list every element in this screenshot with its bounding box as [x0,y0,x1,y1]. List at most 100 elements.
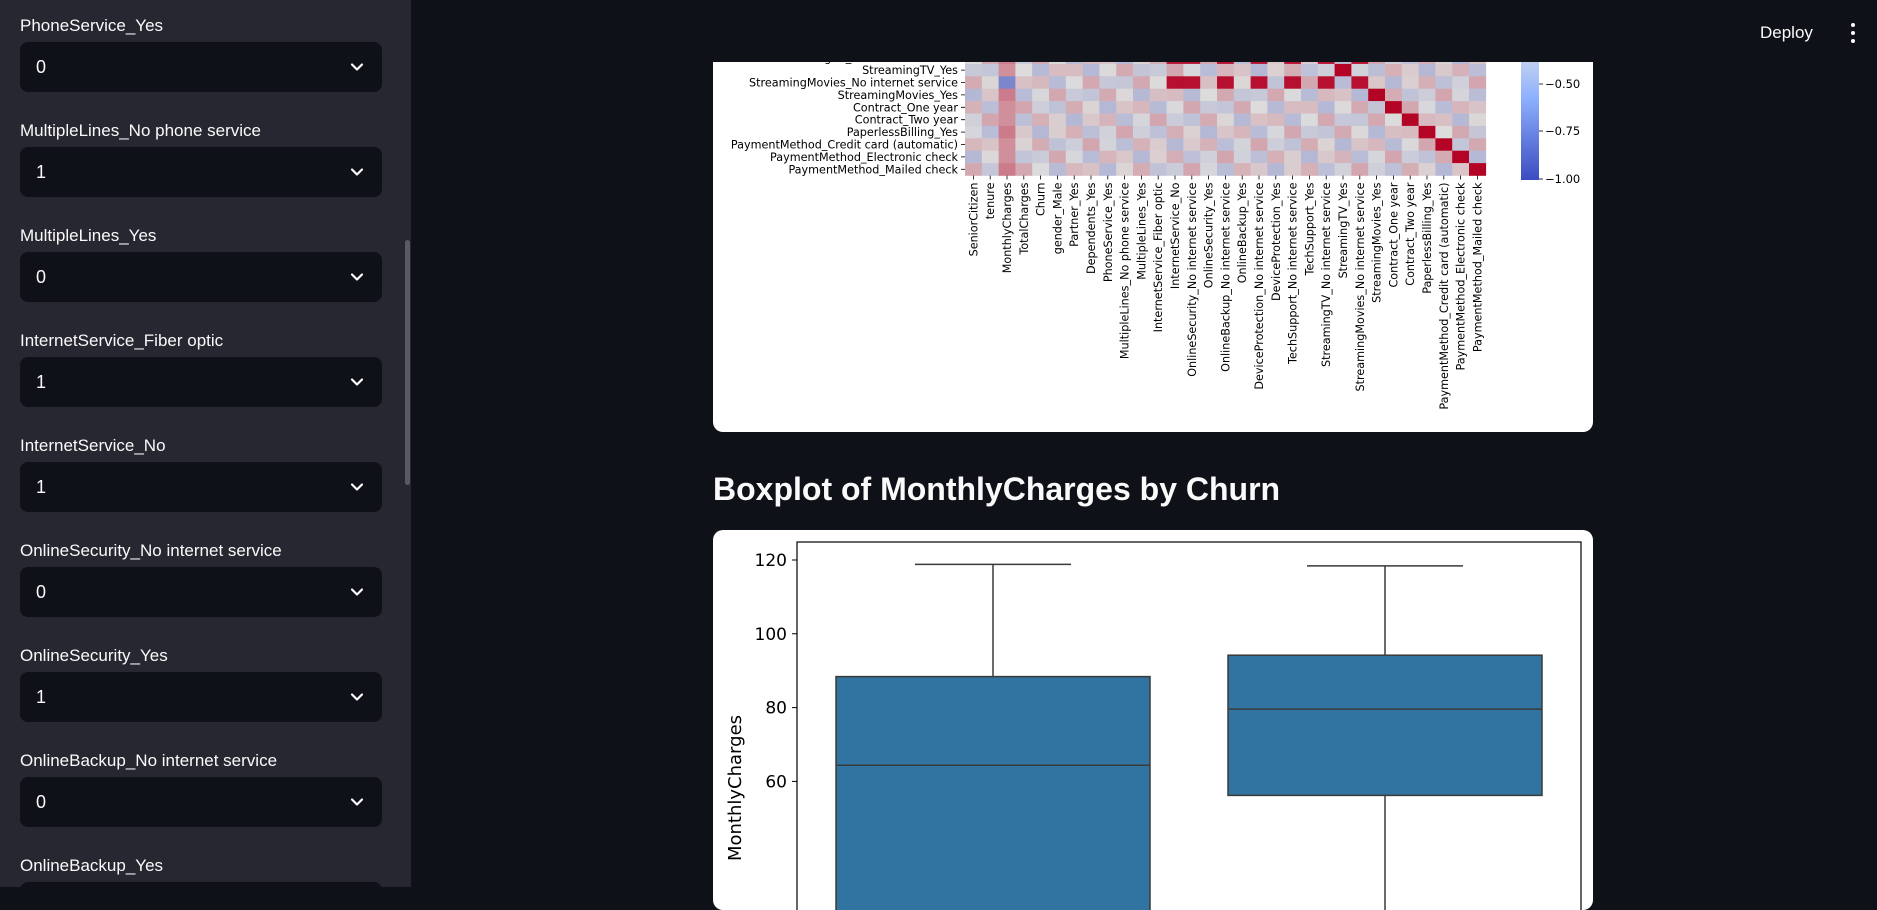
heatmap-cell [998,76,1016,89]
heatmap-cell [1401,150,1419,164]
heatmap-cell [1183,138,1201,151]
heatmap-cell [1435,101,1453,114]
heatmap-cell [1217,150,1235,164]
heatmap-col-label: TechSupport_No internet service [1287,182,1300,365]
value-select[interactable]: 0 [20,567,382,617]
heatmap-cell [1049,62,1067,65]
heatmap-cell [1317,63,1335,77]
heatmap-cell [1200,88,1218,102]
y-tick-label: 100 [755,625,787,645]
heatmap-cell [1200,63,1218,77]
sidebar-field: OnlineSecurity_Yes 1 [20,646,382,722]
heatmap-cell [1049,125,1067,139]
heatmap-cell [1149,163,1167,176]
heatmap-cell [1368,63,1386,77]
value-select[interactable]: 1 [20,357,382,407]
heatmap-cell [1435,62,1453,65]
heatmap-col-label: TechSupport_Yes [1303,182,1316,276]
heatmap-cell [981,63,999,77]
heatmap-cell [1082,163,1100,176]
select-value: 1 [36,477,47,497]
heatmap-cell [1183,150,1201,164]
colorbar-tick-label: −1.00 [1545,172,1580,186]
heatmap-cell [1200,101,1218,114]
heatmap-cell [1233,101,1251,114]
heatmap-cell [1334,101,1352,114]
heatmap-cell [1233,125,1251,139]
heatmap-cell [1469,63,1487,77]
heatmap-cell [1133,150,1151,164]
select-value: 1 [36,162,47,182]
heatmap-cell [1452,101,1470,114]
heatmap-cell [981,88,999,102]
heatmap-cell [1032,76,1050,89]
heatmap-cell [1049,150,1067,164]
heatmap-cell [981,113,999,127]
heatmap-cell [998,63,1016,77]
heatmap-col-label: MonthlyCharges [1001,182,1014,273]
heatmap-cell [1032,138,1050,151]
heatmap-cell [1082,101,1100,114]
heatmap-cell [1334,113,1352,127]
value-select[interactable]: 1 [20,672,382,722]
heatmap-cell [1301,163,1319,176]
heatmap-cell [1368,150,1386,164]
value-select[interactable]: 0 [20,777,382,827]
heatmap-cell [1133,62,1151,65]
field-label: PhoneService_Yes [20,16,164,35]
heatmap-cell [1099,63,1117,77]
correlation-heatmap: StreamingTV_No internet serviceStreaming… [731,62,1580,410]
heatmap-cell [1435,88,1453,102]
heatmap-cell [1233,113,1251,127]
heatmap-cell [1334,138,1352,151]
heatmap-cell [1452,113,1470,127]
heatmap-cell [1049,101,1067,114]
sidebar-field: MultipleLines_Yes 0 [20,226,382,302]
heatmap-cell [1032,88,1050,102]
heatmap-cell [1418,88,1436,102]
heatmap-cell [1116,88,1134,102]
heatmap-cell [1469,76,1487,89]
heatmap-cell [1116,76,1134,89]
sidebar-scrollbar[interactable] [405,240,410,485]
value-select[interactable]: 1 [20,147,382,197]
value-select[interactable]: 0 [20,42,382,92]
field-label: MultipleLines_No phone service [20,121,261,140]
heatmap-cell [1334,88,1352,102]
heatmap-cell [1334,163,1352,176]
heatmap-cell [1267,63,1285,77]
heatmap-cell [965,150,983,164]
heatmap-cell [1032,150,1050,164]
heatmap-cell [1418,101,1436,114]
value-select[interactable] [20,882,382,887]
heatmap-col-label: PhoneService_Yes [1102,182,1115,282]
heatmap-row-label: Contract_One year [853,101,958,114]
heatmap-cell [1166,163,1184,176]
heatmap-cell [1368,138,1386,151]
heatmap-cell [1368,62,1386,65]
heatmap-col-label: MultipleLines_Yes [1135,182,1148,279]
heatmap-cell [1301,101,1319,114]
value-select[interactable]: 1 [20,462,382,512]
heatmap-cell [1233,62,1251,65]
heatmap-cell [1351,101,1369,114]
box [1227,654,1543,797]
heatmap-cell [1149,138,1167,151]
heatmap-col-label: InternetService_Fiber optic [1152,183,1165,333]
deploy-button[interactable]: Deploy [1760,23,1813,42]
heatmap-cell [1183,88,1201,102]
heatmap-cell [1334,76,1352,89]
kebab-menu-icon[interactable] [1845,18,1861,48]
chevron-down-icon [350,693,364,701]
value-select[interactable]: 0 [20,252,382,302]
heatmap-cell [1217,138,1235,151]
heatmap-cell [1049,163,1067,176]
heatmap-row-label: PaymentMethod_Mailed check [788,163,958,176]
heatmap-cell [1082,113,1100,127]
heatmap-cell [1149,76,1167,89]
heatmap-cell [1200,138,1218,151]
heatmap-cell [1082,138,1100,151]
heatmap-cell [1267,76,1285,89]
heatmap-cell [998,163,1016,176]
heatmap-cell [1133,113,1151,127]
